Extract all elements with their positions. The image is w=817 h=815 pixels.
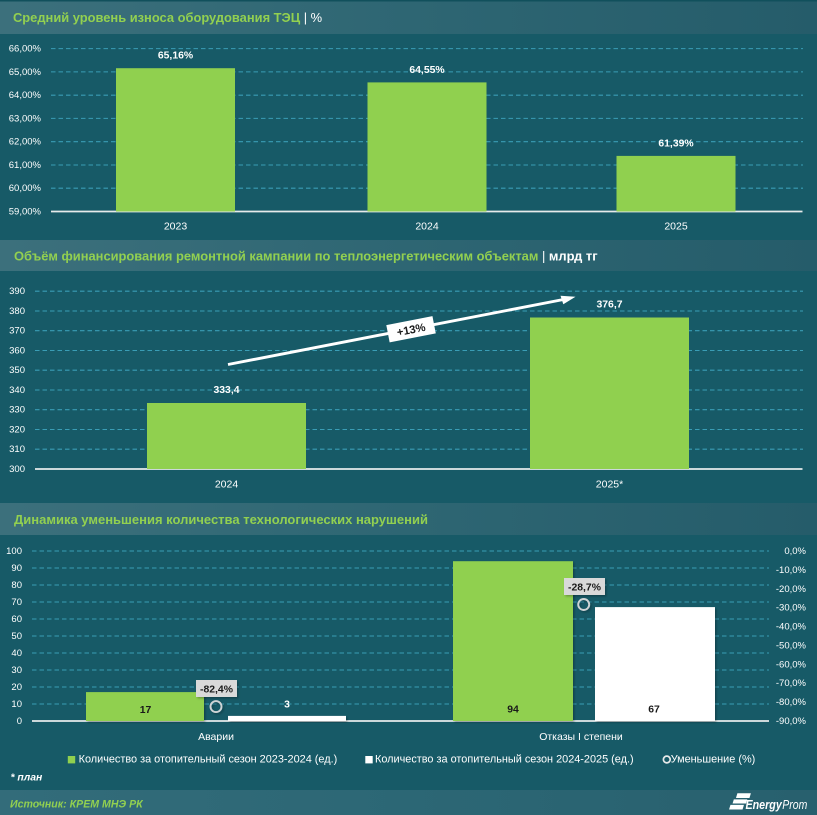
svg-text:320: 320	[9, 424, 25, 435]
svg-text:64,00%: 64,00%	[9, 90, 42, 101]
svg-text:-50,0%: -50,0%	[776, 640, 807, 651]
svg-text:Объём финансирования ремонтной: Объём финансирования ремонтной кампании …	[14, 249, 598, 264]
svg-text:360: 360	[9, 345, 25, 356]
svg-text:63,00%: 63,00%	[9, 113, 42, 124]
svg-text:380: 380	[9, 306, 25, 317]
svg-text:2024: 2024	[415, 220, 439, 232]
svg-text:20: 20	[11, 682, 22, 693]
svg-text:-40,0%: -40,0%	[776, 622, 807, 633]
svg-text:70: 70	[11, 597, 22, 608]
svg-text:3: 3	[284, 700, 290, 711]
svg-text:-82,4%: -82,4%	[200, 685, 233, 696]
svg-text:100: 100	[6, 546, 22, 557]
svg-text:Energy: Energy	[746, 798, 783, 812]
svg-text:2025: 2025	[664, 220, 688, 232]
svg-text:0: 0	[17, 716, 22, 727]
svg-text:65,16%: 65,16%	[158, 51, 193, 62]
svg-text:61,00%: 61,00%	[9, 160, 42, 171]
svg-text:333,4: 333,4	[213, 385, 239, 396]
svg-text:62,00%: 62,00%	[9, 137, 42, 148]
svg-text:2025*: 2025*	[596, 479, 623, 491]
svg-text:66,00%: 66,00%	[9, 44, 42, 55]
svg-text:Количество за отопительный сез: Количество за отопительный сезон 2024-20…	[375, 754, 634, 766]
svg-text:94: 94	[507, 705, 519, 716]
svg-text:61,39%: 61,39%	[658, 138, 693, 149]
svg-text:60,00%: 60,00%	[9, 183, 42, 194]
svg-text:-20,0%: -20,0%	[776, 584, 807, 595]
svg-text:340: 340	[9, 385, 25, 396]
svg-text:376,7: 376,7	[596, 299, 622, 310]
svg-text:50: 50	[11, 631, 22, 642]
svg-text:40: 40	[11, 648, 22, 659]
svg-text:67: 67	[648, 705, 660, 716]
svg-text:Источник: КРЕМ МНЭ РК: Источник: КРЕМ МНЭ РК	[10, 799, 144, 811]
svg-text:10: 10	[11, 699, 22, 710]
svg-text:370: 370	[9, 326, 25, 337]
svg-text:-10,0%: -10,0%	[776, 565, 807, 576]
svg-text:65,00%: 65,00%	[9, 67, 42, 78]
svg-text:2023: 2023	[164, 220, 188, 232]
svg-text:Количество за отопительный сез: Количество за отопительный сезон 2023-20…	[79, 754, 338, 766]
svg-text:59,00%: 59,00%	[9, 207, 42, 218]
svg-text:Аварии: Аварии	[198, 731, 234, 743]
svg-text:Уменьшение (%): Уменьшение (%)	[671, 754, 756, 766]
svg-text:390: 390	[9, 286, 25, 297]
svg-text:+13%: +13%	[396, 322, 427, 339]
svg-text:64,55%: 64,55%	[409, 65, 444, 76]
svg-text:-60,0%: -60,0%	[776, 659, 807, 670]
svg-text:Отказы I степени: Отказы I степени	[539, 731, 623, 743]
svg-text:-70,0%: -70,0%	[776, 678, 807, 689]
svg-text:300: 300	[9, 464, 25, 475]
svg-text:-28,7%: -28,7%	[568, 583, 601, 594]
svg-text:350: 350	[9, 365, 25, 376]
svg-text:2024: 2024	[215, 479, 239, 491]
svg-text:Динамика уменьшения количества: Динамика уменьшения количества технологи…	[14, 512, 428, 527]
svg-text:330: 330	[9, 405, 25, 416]
svg-text:80: 80	[11, 580, 22, 591]
svg-text:90: 90	[11, 563, 22, 574]
svg-text:0,0%: 0,0%	[784, 546, 806, 557]
svg-text:30: 30	[11, 665, 22, 676]
svg-text:-30,0%: -30,0%	[776, 603, 807, 614]
svg-text:17: 17	[140, 705, 152, 716]
svg-text:-90,0%: -90,0%	[776, 716, 807, 727]
svg-text:Prom: Prom	[782, 798, 807, 812]
svg-text:-80,0%: -80,0%	[776, 697, 807, 708]
svg-text:* план: * план	[11, 773, 44, 784]
svg-text:310: 310	[9, 444, 25, 455]
svg-text:Средний уровень износа оборудо: Средний уровень износа оборудования ТЭЦ …	[13, 10, 322, 25]
svg-text:60: 60	[11, 614, 22, 625]
